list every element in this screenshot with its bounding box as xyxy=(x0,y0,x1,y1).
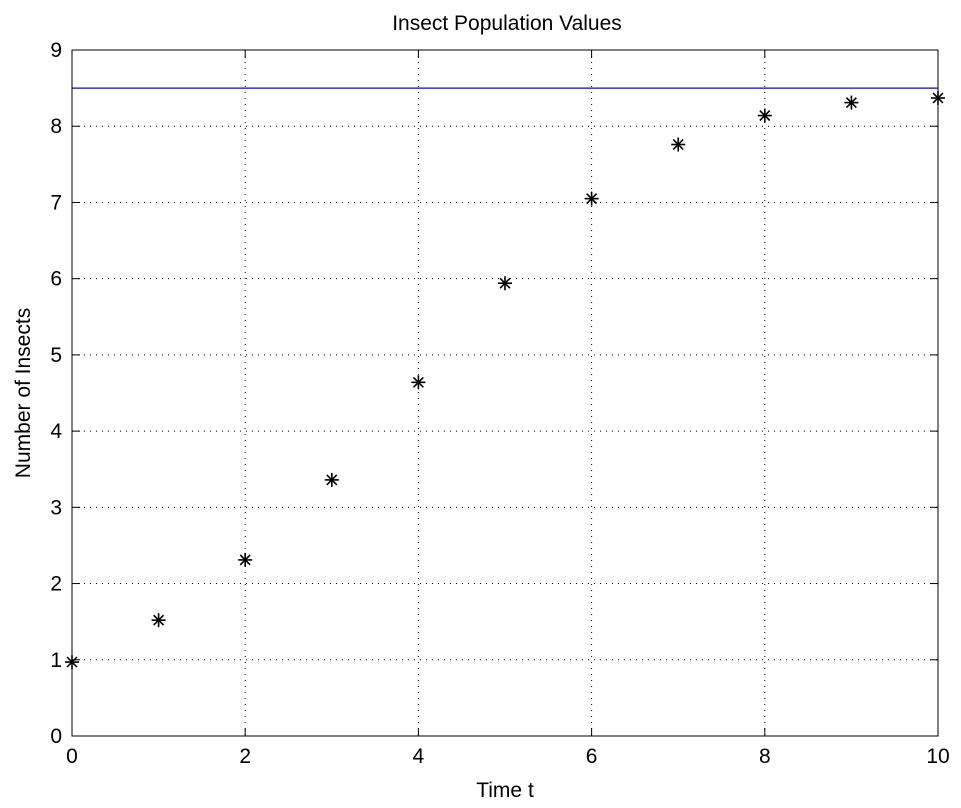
data-point xyxy=(411,375,426,390)
x-tick-label: 2 xyxy=(239,745,251,768)
plot-area-frame xyxy=(71,49,939,737)
y-tick-label: 4 xyxy=(50,420,62,443)
data-point xyxy=(931,91,945,106)
y-tick-label: 7 xyxy=(50,191,62,214)
y-tick-labels: 0 1 2 3 4 5 6 7 8 9 xyxy=(50,39,62,748)
data-point xyxy=(498,276,512,291)
y-tick-label: 1 xyxy=(50,649,62,672)
data-point xyxy=(757,108,772,123)
data-points xyxy=(65,91,945,670)
x-tick-label: 8 xyxy=(759,745,771,768)
y-tick-label: 5 xyxy=(50,344,62,367)
data-point xyxy=(151,613,166,628)
y-tick-label: 2 xyxy=(50,573,62,596)
data-point xyxy=(671,137,686,152)
x-axis-label: Time t xyxy=(476,779,534,802)
chart-title: Insect Population Values xyxy=(392,12,622,35)
data-point xyxy=(584,191,599,206)
data-point xyxy=(324,472,339,487)
y-tick-label: 8 xyxy=(50,115,62,138)
x-tick-label: 6 xyxy=(586,745,598,768)
x-tick-labels: 0 2 4 6 8 10 xyxy=(66,745,950,768)
x-tick-label: 4 xyxy=(413,745,425,768)
data-point xyxy=(844,95,859,110)
data-point xyxy=(65,655,79,670)
y-tick-label: 0 xyxy=(50,725,62,748)
x-tick-label: 10 xyxy=(926,745,949,768)
y-axis-label: Number of Insects xyxy=(12,308,35,478)
x-tick-label: 0 xyxy=(66,745,78,768)
y-tick-label: 6 xyxy=(50,268,62,291)
y-tick-label: 3 xyxy=(50,496,62,519)
y-tick-label: 9 xyxy=(50,39,62,62)
data-point xyxy=(238,552,253,567)
